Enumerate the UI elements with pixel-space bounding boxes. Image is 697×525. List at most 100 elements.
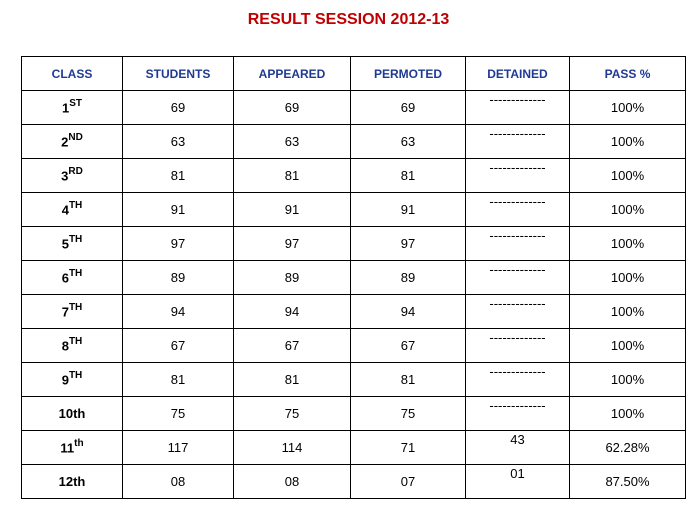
class-cell: 12th <box>21 464 123 499</box>
class-suffix: TH <box>68 370 83 382</box>
table-row: 10th 75 75 75 ------------- 100% <box>21 396 686 431</box>
appeared-cell: 75 <box>233 396 351 431</box>
detained-cell-value: ------------- <box>489 296 546 311</box>
class-cell: 4TH <box>21 192 123 227</box>
students-cell: 63 <box>122 124 234 159</box>
appeared-cell-value: 63 <box>284 134 300 149</box>
class-number: 5 <box>61 236 69 252</box>
class-number: 8 <box>61 338 69 354</box>
table-row: 8TH 67 67 67 ------------- 100% <box>21 328 686 363</box>
permoted-cell: 67 <box>350 328 466 363</box>
class-cell: 10th <box>21 396 123 431</box>
appeared-cell-value: 89 <box>284 270 300 285</box>
class-cell: 3RD <box>21 158 123 193</box>
students-cell: 91 <box>122 192 234 227</box>
pass-percent-cell-value: 62.28% <box>605 440 650 455</box>
appeared-cell: 94 <box>233 294 351 329</box>
pass-percent-cell: 100% <box>569 226 686 261</box>
pass-percent-cell-value: 100% <box>610 304 645 319</box>
class-number: 1 <box>61 100 70 116</box>
table-row: 1ST 69 69 69 ------------- 100% <box>21 90 686 125</box>
detained-cell-value: ------------- <box>489 364 546 379</box>
permoted-cell: 63 <box>350 124 466 159</box>
permoted-cell: 69 <box>350 90 466 125</box>
header-appeared: APPEARED <box>233 56 351 91</box>
class-number: 2 <box>61 134 69 150</box>
pass-percent-cell: 100% <box>569 158 686 193</box>
detained-cell-value: ------------- <box>489 92 546 107</box>
students-cell-value: 67 <box>170 338 186 353</box>
class-number: 7 <box>61 304 69 320</box>
pass-percent-cell: 100% <box>569 90 686 125</box>
students-cell-value: 69 <box>170 100 186 115</box>
students-cell: 75 <box>122 396 234 431</box>
detained-cell-value: ------------- <box>489 126 546 141</box>
pass-percent-cell: 100% <box>569 192 686 227</box>
pass-percent-cell-value: 100% <box>610 202 645 217</box>
table-row: 5TH 97 97 97 ------------- 100% <box>21 226 686 261</box>
students-cell-value: 63 <box>170 134 186 149</box>
table-row: 6TH 89 89 89 ------------- 100% <box>21 260 686 295</box>
header-detained: DETAINED <box>465 56 570 91</box>
permoted-cell-value: 75 <box>400 406 416 421</box>
appeared-cell: 81 <box>233 362 351 397</box>
pass-percent-cell: 62.28% <box>569 430 686 465</box>
appeared-cell-value: 94 <box>284 304 300 319</box>
students-cell: 08 <box>122 464 234 499</box>
permoted-cell-value: 97 <box>400 236 416 251</box>
students-cell-value: 81 <box>170 168 186 183</box>
students-cell: 117 <box>122 430 234 465</box>
permoted-cell-value: 81 <box>400 372 416 387</box>
students-cell: 97 <box>122 226 234 261</box>
permoted-cell-value: 71 <box>400 440 416 455</box>
class-number: 9 <box>61 372 69 388</box>
appeared-cell-value: 114 <box>281 440 303 455</box>
students-cell-value: 94 <box>170 304 186 319</box>
detained-cell: ------------- <box>465 158 570 193</box>
class-cell: 9TH <box>21 362 123 397</box>
appeared-cell-value: 91 <box>284 202 300 217</box>
class-cell: 5TH <box>21 226 123 261</box>
detained-cell: 43 <box>465 430 570 465</box>
header-pass-percent: PASS % <box>569 56 686 91</box>
appeared-cell: 114 <box>233 430 351 465</box>
class-cell: 6TH <box>21 260 123 295</box>
permoted-cell: 75 <box>350 396 466 431</box>
permoted-cell: 97 <box>350 226 466 261</box>
appeared-cell: 91 <box>233 192 351 227</box>
students-cell-value: 75 <box>170 406 186 421</box>
detained-cell: ------------- <box>465 362 570 397</box>
pass-percent-cell: 100% <box>569 260 686 295</box>
detained-cell-value: ------------- <box>489 330 546 345</box>
class-cell: 11th <box>21 430 123 465</box>
permoted-cell-value: 94 <box>400 304 416 319</box>
class-cell: 2ND <box>21 124 123 159</box>
appeared-cell-value: 08 <box>284 474 300 489</box>
detained-cell-value: 43 <box>510 432 525 447</box>
table-row: 9TH 81 81 81 ------------- 100% <box>21 362 686 397</box>
pass-percent-cell-value: 100% <box>610 338 645 353</box>
detained-cell: ------------- <box>465 192 570 227</box>
students-cell-value: 97 <box>170 236 186 251</box>
permoted-cell-value: 67 <box>400 338 416 353</box>
class-number: 3 <box>61 168 69 184</box>
students-cell: 81 <box>122 362 234 397</box>
permoted-cell: 81 <box>350 158 466 193</box>
permoted-cell: 89 <box>350 260 466 295</box>
class-suffix: TH <box>68 234 83 246</box>
appeared-cell-value: 75 <box>284 406 300 421</box>
appeared-cell: 97 <box>233 226 351 261</box>
header-permoted: PERMOTED <box>350 56 466 91</box>
appeared-cell: 89 <box>233 260 351 295</box>
appeared-cell-value: 81 <box>284 372 300 387</box>
pass-percent-cell: 87.50% <box>569 464 686 499</box>
table-header-row: CLASS STUDENTS APPEARED PERMOTED DETAINE… <box>21 56 686 91</box>
header-students: STUDENTS <box>122 56 234 91</box>
class-cell: 8TH <box>21 328 123 363</box>
table-row: 7TH 94 94 94 ------------- 100% <box>21 294 686 329</box>
result-table: CLASS STUDENTS APPEARED PERMOTED DETAINE… <box>21 56 686 499</box>
class-suffix: TH <box>68 268 83 280</box>
permoted-cell: 81 <box>350 362 466 397</box>
students-cell-value: 91 <box>170 202 186 217</box>
table-row: 3RD 81 81 81 ------------- 100% <box>21 158 686 193</box>
